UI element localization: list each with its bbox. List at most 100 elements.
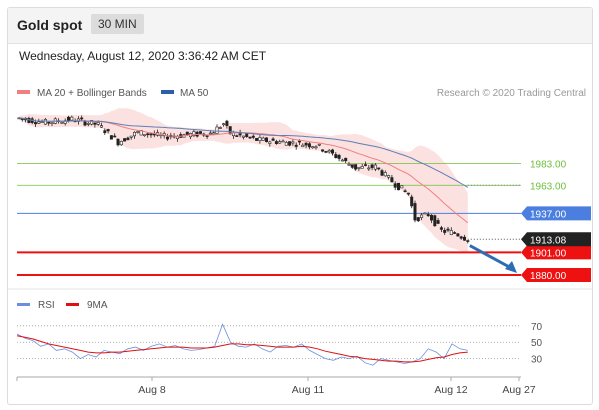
rsi-level-label: 50: [531, 338, 543, 349]
candle-body: [390, 177, 394, 183]
candle-body: [241, 135, 245, 138]
chart-card: Gold spot 30 MIN Wednesday, August 12, 2…: [7, 7, 593, 405]
candle-body: [106, 129, 110, 132]
candle-body: [192, 131, 196, 137]
instrument-title: Gold spot: [17, 17, 83, 33]
candle-body: [222, 123, 226, 125]
candle-body: [456, 233, 460, 237]
candle-body: [47, 121, 51, 124]
candle-body: [284, 142, 288, 146]
candle-body: [324, 151, 328, 153]
candle-body: [459, 236, 463, 239]
candle-body: [396, 182, 400, 191]
candle-body: [136, 131, 140, 133]
candle-body: [33, 122, 37, 125]
candle-body: [367, 167, 371, 170]
candle-body: [360, 166, 364, 169]
rsi-level-label: 30: [531, 355, 543, 366]
candle-body: [466, 240, 470, 242]
candle-body: [123, 138, 127, 142]
candle-body: [462, 236, 466, 241]
candle-body: [317, 143, 321, 146]
candle-body: [129, 135, 133, 138]
candle-body: [93, 122, 97, 125]
last-price-label: 1913.08: [530, 235, 567, 246]
ma-bb-legend-swatch: [17, 90, 30, 94]
candle-body: [27, 117, 31, 123]
ma50-legend-label: MA 50: [180, 88, 209, 99]
ma-bb-legend-label: MA 20 + Bollinger Bands: [37, 88, 147, 99]
x-tick-label: Aug 12: [434, 384, 467, 396]
bollinger-band: [19, 108, 468, 253]
candle-body: [245, 133, 249, 138]
candle-body: [373, 164, 377, 170]
candle-body: [334, 154, 338, 158]
candle-body: [76, 118, 80, 122]
candle-body: [410, 196, 414, 207]
candle-body: [393, 183, 397, 188]
candle-body: [116, 138, 120, 146]
forecast-arrow-head: [505, 261, 517, 274]
candle-body: [248, 136, 252, 139]
forecast-arrow-shaft: [469, 244, 514, 271]
candle-body: [446, 228, 450, 231]
candle-body: [80, 117, 84, 120]
candle-body: [43, 119, 47, 125]
x-tick-label: Aug 27: [502, 384, 535, 396]
candle-body: [416, 217, 420, 222]
candle-body: [261, 137, 265, 141]
candle-body: [347, 164, 351, 166]
candle-body: [281, 140, 285, 143]
candle-body: [439, 227, 443, 230]
candle-body: [268, 141, 272, 144]
price-plot: 1983.00 1963.00 1937.00 1901.00 1880.00 1913.…: [17, 108, 591, 283]
candle-body: [119, 141, 123, 146]
rsi-series-ma: [16, 335, 468, 363]
candle-body: [109, 135, 113, 140]
rsi-level-label: 70: [531, 322, 543, 333]
candle-body: [86, 123, 90, 125]
candle-body: [166, 136, 170, 140]
candle-body: [297, 140, 301, 143]
candle-body: [96, 121, 100, 125]
level-tag-pivot: [521, 206, 591, 221]
last-price-tag: [521, 232, 591, 247]
candle-body: [185, 131, 189, 135]
level-label-support-1: 1901.00: [530, 248, 567, 259]
candle-body: [363, 164, 367, 166]
candle-body: [449, 230, 453, 236]
candle-body: [314, 146, 318, 149]
candle-body: [377, 167, 381, 170]
candle-body: [258, 137, 262, 141]
candle-body: [218, 127, 222, 129]
candle-body: [175, 136, 179, 140]
candle-body: [443, 229, 447, 233]
level-label-pivot: 1937.00: [530, 209, 567, 220]
candle-body: [311, 146, 315, 149]
candle-body: [100, 125, 104, 128]
candle-body: [453, 232, 457, 234]
candle-body: [278, 141, 282, 144]
candle-body: [67, 116, 71, 122]
candle-body: [330, 149, 334, 154]
candle-body: [113, 135, 117, 138]
level-tag-support-2: [521, 268, 591, 283]
candle-body: [387, 175, 391, 178]
candle-body: [50, 122, 54, 125]
rsi-ma-legend-label: 9MA: [87, 300, 108, 311]
candle-body: [344, 157, 348, 162]
x-tick-label: Aug 8: [138, 384, 166, 396]
candle-body: [264, 137, 268, 142]
candle-body: [304, 142, 308, 146]
candle-body: [60, 122, 64, 124]
candle-body: [288, 141, 292, 146]
candle-body: [340, 159, 344, 162]
timeframe-badge[interactable]: 30 MIN: [91, 14, 144, 34]
candle-body: [70, 116, 74, 121]
copyright-text: Research © 2020 Trading Central: [437, 88, 586, 99]
candle-body: [228, 126, 232, 135]
level-label-resistance-1: 1963.00: [530, 181, 567, 192]
candle-body: [274, 141, 278, 144]
candle-body: [429, 214, 433, 221]
